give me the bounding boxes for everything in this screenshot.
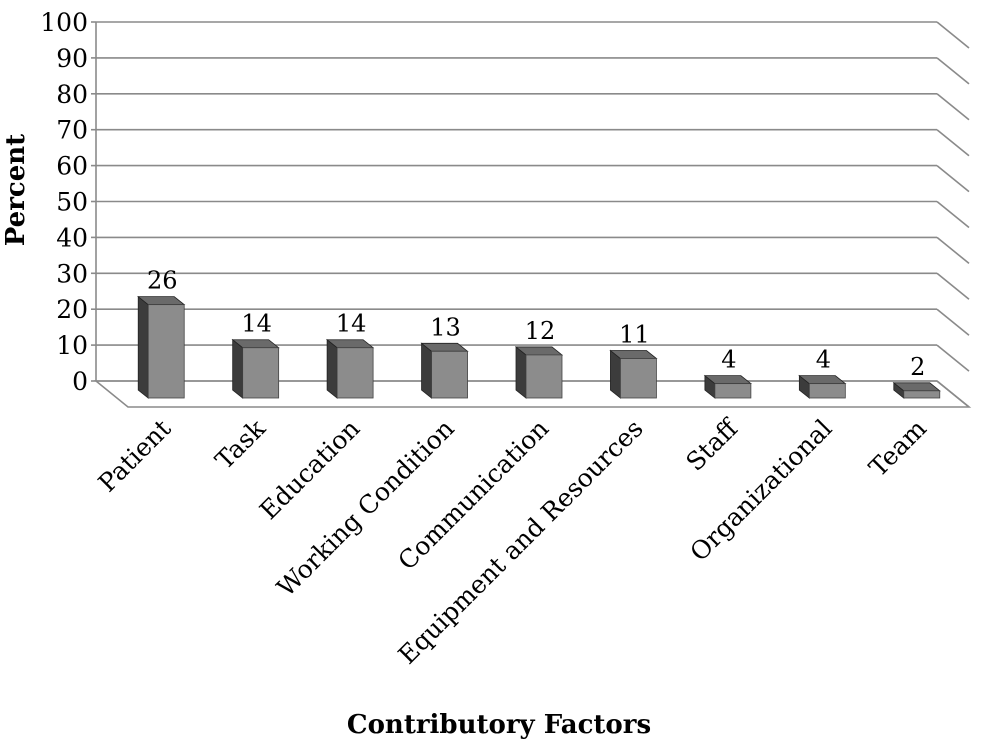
category-label: Task xyxy=(210,413,272,475)
bar-side xyxy=(326,338,338,399)
y-tick-label: 20 xyxy=(56,295,88,324)
data-label: 12 xyxy=(525,317,556,345)
side-gridline xyxy=(936,344,970,372)
y-tick-label: 60 xyxy=(56,152,88,181)
category-label: Team xyxy=(863,414,932,483)
y-tick-label: 0 xyxy=(72,367,88,396)
bar xyxy=(903,390,941,399)
side-gridline xyxy=(936,93,970,121)
side-gridline xyxy=(936,272,970,300)
data-label: 26 xyxy=(147,267,178,295)
data-labels: 26 14 14 13 12 11 4 4 2 xyxy=(147,267,925,381)
bar xyxy=(808,383,846,399)
category-label: Patient xyxy=(93,414,177,498)
side-gridline xyxy=(936,21,970,49)
data-label: 14 xyxy=(241,310,272,338)
data-label: 14 xyxy=(336,310,367,338)
y-tick-label: 40 xyxy=(56,223,88,252)
data-label: 4 xyxy=(721,346,736,374)
bar xyxy=(525,354,563,399)
bar-side xyxy=(421,342,432,399)
category-label: Working Condition xyxy=(271,414,460,603)
bar-side xyxy=(515,346,527,399)
bar xyxy=(431,350,468,399)
y-tick-label: 50 xyxy=(56,188,88,217)
x-axis-title: Contributory Factors xyxy=(347,710,651,740)
bar xyxy=(620,358,657,399)
y-tick-label: 80 xyxy=(56,80,88,109)
side-gridline xyxy=(936,57,970,85)
side-gridline xyxy=(936,200,970,229)
side-gridline xyxy=(936,308,970,336)
y-tick-label: 100 xyxy=(40,8,88,37)
category-label: Staff xyxy=(680,412,744,476)
bar-side xyxy=(137,295,149,399)
bar xyxy=(147,304,185,399)
bar xyxy=(714,383,752,399)
bar-side xyxy=(232,338,244,399)
bars xyxy=(137,295,941,399)
y-tick-label: 70 xyxy=(56,116,88,145)
side-gridline xyxy=(936,129,970,157)
y-tick-label: 30 xyxy=(56,259,88,288)
data-label: 4 xyxy=(816,346,831,374)
y-axis-title: Percent xyxy=(1,134,31,246)
y-tick-labels: 0 10 20 30 40 50 60 70 80 90 100 xyxy=(40,8,88,396)
bar xyxy=(242,347,280,399)
data-label: 11 xyxy=(619,321,650,349)
data-label: 2 xyxy=(910,353,925,381)
y-tick-label: 10 xyxy=(56,331,88,360)
y-tick-label: 90 xyxy=(56,44,88,73)
data-label: 13 xyxy=(430,313,461,341)
gridlines xyxy=(91,21,972,408)
side-gridline xyxy=(936,236,970,265)
side-gridline xyxy=(936,164,970,193)
bar xyxy=(336,347,374,399)
